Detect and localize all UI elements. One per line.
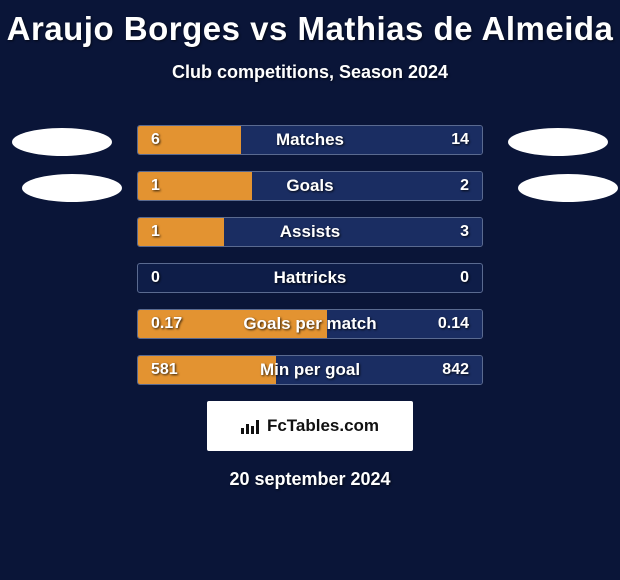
stat-value-right: 842 (442, 361, 469, 379)
stats-bars: 6 14 Matches 1 2 Goals 1 3 Assists 0 0 Hattricks 0.1… (137, 125, 483, 385)
stat-value-left: 0.17 (151, 315, 182, 333)
comparison-content: 6 14 Matches 1 2 Goals 1 3 Assists 0 0 Hattricks 0.1… (0, 125, 620, 490)
stat-label: Min per goal (260, 360, 360, 380)
team-right-logo (518, 174, 618, 202)
stat-label: Hattricks (274, 268, 347, 288)
brand-badge[interactable]: FcTables.com (207, 401, 413, 451)
brand-text: FcTables.com (267, 416, 379, 436)
stat-label: Goals (286, 176, 333, 196)
stat-value-left: 0 (151, 269, 160, 287)
stat-row: 1 3 Assists (137, 217, 483, 247)
stat-value-right: 0.14 (438, 315, 469, 333)
stat-value-left: 6 (151, 131, 160, 149)
stat-value-right: 14 (451, 131, 469, 149)
chart-icon (241, 418, 261, 434)
stat-row: 0.17 0.14 Goals per match (137, 309, 483, 339)
comparison-subtitle: Club competitions, Season 2024 (0, 62, 620, 83)
stat-row: 1 2 Goals (137, 171, 483, 201)
player-right-avatar (508, 128, 608, 156)
stat-value-right: 0 (460, 269, 469, 287)
stat-value-left: 1 (151, 223, 160, 241)
stat-value-right: 2 (460, 177, 469, 195)
stat-value-left: 1 (151, 177, 160, 195)
stat-row: 6 14 Matches (137, 125, 483, 155)
stat-label: Goals per match (243, 314, 376, 334)
stat-value-left: 581 (151, 361, 178, 379)
stat-row: 0 0 Hattricks (137, 263, 483, 293)
comparison-date: 20 september 2024 (0, 469, 620, 490)
stat-value-right: 3 (460, 223, 469, 241)
stat-row: 581 842 Min per goal (137, 355, 483, 385)
team-left-logo (22, 174, 122, 202)
stat-label: Matches (276, 130, 344, 150)
stat-fill-right (224, 218, 482, 246)
comparison-title: Araujo Borges vs Mathias de Almeida (0, 0, 620, 48)
player-left-avatar (12, 128, 112, 156)
stat-label: Assists (280, 222, 340, 242)
